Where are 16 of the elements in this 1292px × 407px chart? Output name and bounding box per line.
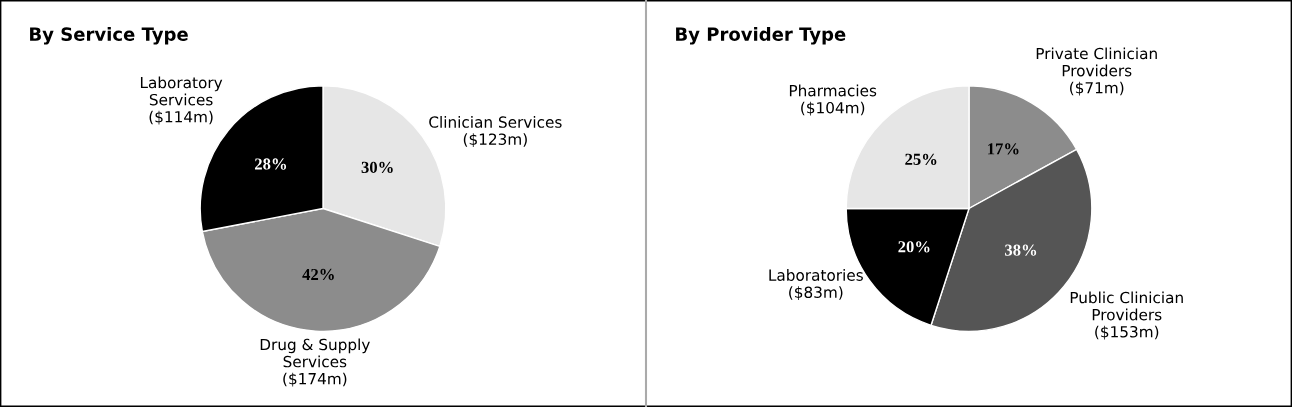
slice-label: Private Clinician Providers ($71m) (1036, 47, 1157, 96)
slice-label: Pharmacies ($104m) (789, 84, 877, 116)
data-label: 28% (254, 158, 287, 170)
chart-title: By Service Type (30, 26, 188, 45)
data-label: 42% (302, 268, 334, 281)
chart-title: By Provider Type (676, 26, 846, 45)
data-label: 38% (1005, 244, 1037, 256)
slice-label: Laboratories ($83m) (769, 269, 863, 301)
data-label: 30% (361, 161, 393, 174)
slice-label: Public Clinician Providers ($153m) (1070, 291, 1183, 340)
slice-label: Clinician Services ($123m) (429, 116, 562, 147)
data-label: 20% (898, 241, 930, 253)
slice-label: Laboratory Services ($114m) (140, 76, 223, 125)
data-label: 25% (905, 153, 937, 165)
data-label: 17% (988, 143, 1019, 155)
slice-label: Drug & Supply Services ($174m) (260, 338, 370, 387)
